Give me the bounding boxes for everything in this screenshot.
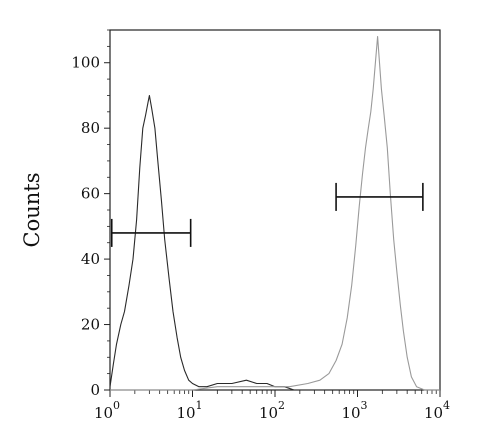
- x-tick-label: 102: [259, 399, 285, 422]
- y-tick-label: 80: [81, 119, 100, 137]
- histogram-series-2: [110, 35, 440, 391]
- y-tick-label: 0: [90, 381, 100, 399]
- y-tick-label: 40: [81, 250, 100, 268]
- y-tick-label: 60: [81, 185, 100, 203]
- x-tick-label: 100: [94, 399, 120, 422]
- x-tick-label: 101: [176, 399, 202, 422]
- y-tick-label: 100: [71, 54, 100, 72]
- histogram-series-1: [109, 94, 325, 391]
- y-axis-label: Counts: [20, 173, 44, 248]
- y-tick-label: 20: [81, 316, 100, 334]
- x-tick-label: 104: [424, 399, 450, 422]
- plot-frame: [109, 29, 441, 391]
- x-tick-label: 103: [341, 399, 367, 422]
